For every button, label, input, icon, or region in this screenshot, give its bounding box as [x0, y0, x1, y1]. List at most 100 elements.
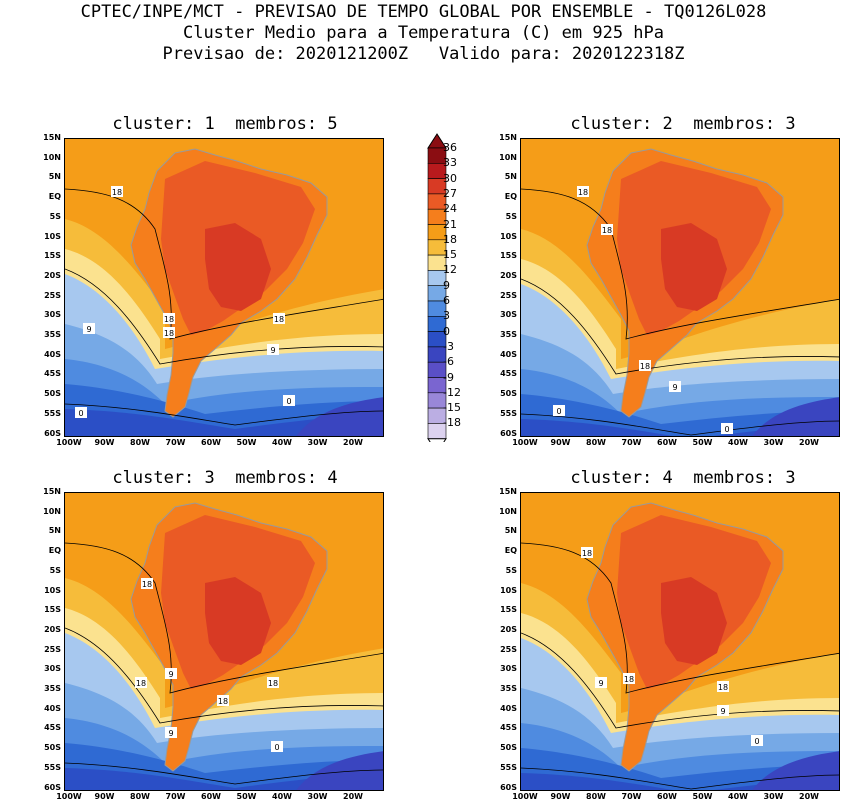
lon-tick-label: 50W — [236, 438, 257, 447]
lon-tick-label: 30W — [307, 438, 328, 447]
lon-tick-label: 60W — [201, 792, 221, 801]
contour-label: 18 — [578, 188, 588, 197]
colorbar-label: 0 — [443, 324, 450, 338]
band-minus-3 — [752, 751, 839, 790]
lon-tick-label: 70W — [621, 792, 642, 801]
lon-tick-label: 60W — [201, 438, 221, 447]
panel-3-title: cluster: 3 membros: 4 — [112, 468, 338, 488]
lat-tick-label: 5S — [49, 211, 61, 221]
contour-label: 18 — [268, 679, 278, 688]
contour-label: 18 — [640, 362, 650, 371]
lon-tick-label: 70W — [165, 438, 186, 447]
coastline — [586, 502, 784, 772]
header-line-3: Previsao de: 2020121200Z Valido para: 20… — [162, 44, 685, 64]
contour-label: 0 — [274, 743, 279, 752]
colorbar-label: 6 — [443, 294, 450, 307]
lat-tick-label: 15S — [44, 251, 61, 261]
contour-label: 18 — [602, 226, 612, 235]
map-panel-3-svg: 18 18 9 18 9 0 18 — [65, 493, 383, 790]
colorbar-label: -6 — [443, 355, 454, 369]
colorbar-label: 21 — [443, 217, 457, 231]
coastline — [130, 148, 328, 418]
coastline — [130, 502, 328, 772]
contour-9 — [521, 632, 839, 729]
contour-label-box — [553, 405, 565, 416]
band-minus-3 — [752, 397, 839, 436]
lat-tick-label: 10N — [499, 152, 517, 162]
contour-label-box — [623, 673, 635, 684]
contour-label: 0 — [286, 397, 291, 406]
contour-label: 0 — [556, 407, 561, 416]
contour-label: 18 — [218, 697, 228, 706]
lat-tick-label: EQ — [504, 546, 517, 556]
lon-tick-label: 90W — [94, 438, 115, 447]
contour-9 — [65, 268, 383, 365]
lat-tick-label: 45S — [44, 723, 61, 733]
colorbar-label: 12 — [443, 263, 457, 277]
lon-tick-label: 50W — [236, 792, 257, 801]
lat-tick-label: 30S — [44, 310, 61, 320]
lat-tick-label: 45S — [500, 723, 517, 733]
lat-tick-label: 5N — [48, 526, 61, 536]
map-panel-1: 18 9 18 18 9 0 0 18 — [64, 138, 384, 437]
lat-tick-label: 10N — [43, 152, 61, 162]
lat-tick-label: 15N — [43, 133, 61, 142]
lat-tick-label: 15S — [500, 251, 517, 261]
contour-label-box — [135, 677, 147, 688]
panel-1-title: cluster: 1 membros: 5 — [112, 114, 338, 134]
lon-tick-label: 60W — [657, 792, 677, 801]
lat-tick-label: 55S — [44, 762, 61, 772]
lat-tick-label: 10S — [44, 231, 61, 241]
contour-label-box — [595, 677, 607, 688]
lat-tick-label: 15N — [499, 133, 517, 142]
lon-tick-label: 20W — [343, 792, 363, 801]
lat-tick-label: 40S — [500, 349, 517, 359]
lon-tick-label: 40W — [728, 438, 748, 447]
lon-tick-label: 40W — [728, 792, 748, 801]
lon-tick-label: 20W — [799, 438, 819, 447]
lat-tick-label: 60S — [500, 782, 517, 792]
contour-label-box — [639, 360, 651, 371]
map-panel-2-svg: 18 18 18 9 0 0 — [521, 139, 839, 436]
lat-tick-label: 5S — [49, 565, 61, 575]
panel-2-title: cluster: 2 membros: 3 — [570, 114, 796, 134]
lat-tick-label: EQ — [504, 192, 517, 202]
lon-tick-label: 100W — [56, 438, 82, 447]
lat-tick-label: 55S — [500, 408, 517, 418]
colorbar-label: -18 — [443, 416, 461, 430]
lat-tick-label: 30S — [44, 664, 61, 674]
colorbar — [427, 133, 447, 442]
continent-30-33 — [205, 223, 271, 311]
lat-tick-label: 10S — [44, 585, 61, 595]
lon-tick-label: 70W — [165, 792, 186, 801]
lat-tick-label: 35S — [44, 684, 61, 693]
contour-label-box — [165, 727, 177, 738]
contour-label-box — [267, 677, 279, 688]
lat-tick-label: 20S — [500, 270, 517, 280]
lat-tick-label: 20S — [500, 624, 517, 634]
contour-0 — [521, 413, 839, 436]
lat-tick-label: 25S — [500, 290, 517, 300]
map-panel-2: 18 18 18 9 0 0 — [520, 138, 840, 437]
lat-tick-label: 35S — [500, 330, 517, 339]
lat-tick-label: 60S — [500, 428, 517, 438]
band-minus-3 — [296, 751, 383, 790]
contour-label: 18 — [112, 188, 122, 197]
contour-label-box — [163, 327, 175, 338]
lat-tick-label: 40S — [44, 349, 61, 359]
lat-tick-label: EQ — [48, 192, 61, 202]
lon-tick-label: 40W — [272, 792, 292, 801]
lat-tick-label: 50S — [500, 743, 517, 753]
lat-tick-label: 25S — [44, 290, 61, 300]
lat-tick-label: 10N — [499, 506, 517, 516]
contour-label: 9 — [720, 707, 725, 716]
lon-tick-label: 50W — [692, 792, 713, 801]
colorbar-label: -9 — [443, 370, 454, 384]
lat-tick-label: 25S — [500, 644, 517, 654]
lat-tick-label: 50S — [500, 389, 517, 399]
contour-label: 9 — [168, 670, 173, 679]
continent-30-33 — [205, 577, 271, 665]
header-line-2: Cluster Medio para a Temperatura (C) em … — [182, 23, 665, 43]
lat-tick-label: 55S — [500, 762, 517, 772]
lon-tick-label: 40W — [272, 438, 292, 447]
